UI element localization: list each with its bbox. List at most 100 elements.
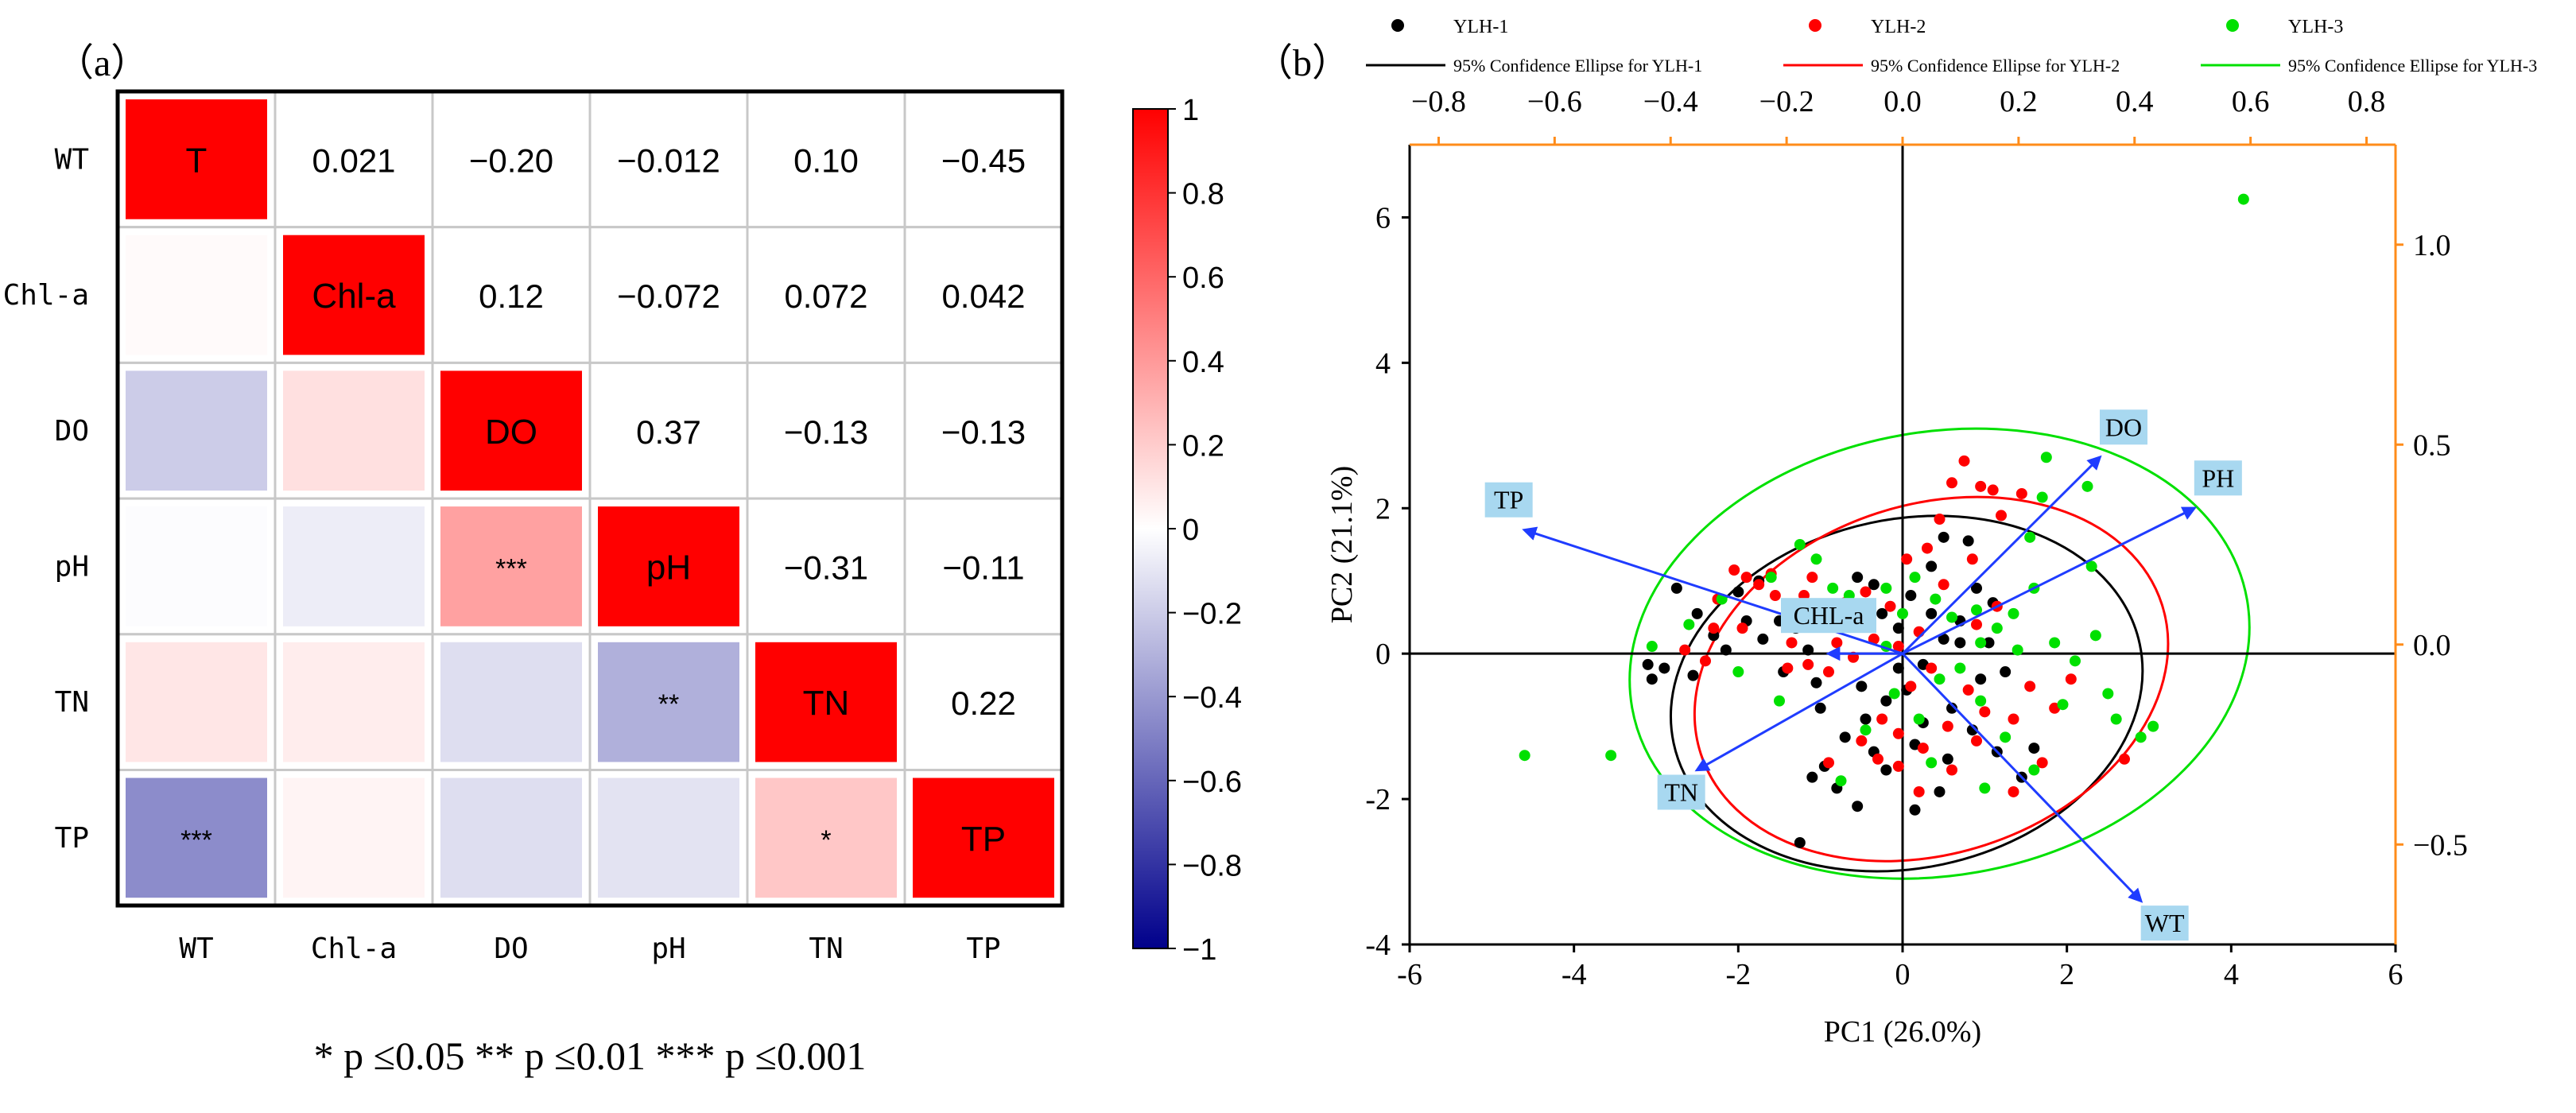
score-point bbox=[1835, 775, 1847, 787]
heatmap-diagonal-label: TP bbox=[961, 820, 1006, 859]
score-point bbox=[1852, 572, 1864, 584]
score-point bbox=[1892, 622, 1904, 634]
heatmap-cell-bg bbox=[431, 90, 592, 229]
y-axis-tick-label: 0 bbox=[1375, 638, 1391, 671]
heatmap-diagonal-label: pH bbox=[646, 548, 691, 587]
score-point bbox=[1868, 633, 1880, 645]
score-point bbox=[1679, 644, 1691, 656]
score-point bbox=[1794, 539, 1806, 550]
pca-ellipses bbox=[1628, 427, 2251, 880]
heatmap-cell-fill bbox=[598, 506, 739, 626]
score-point bbox=[1892, 727, 1904, 739]
score-point bbox=[1983, 637, 1995, 649]
score-point bbox=[1971, 619, 1982, 630]
score-point bbox=[1774, 695, 1785, 707]
score-point bbox=[1670, 582, 1682, 594]
score-point bbox=[2110, 713, 2122, 725]
score-point bbox=[1860, 713, 1872, 725]
loading-arrow bbox=[1694, 652, 1903, 772]
score-point bbox=[2135, 731, 2147, 743]
score-point bbox=[1605, 750, 1617, 762]
right-axis-tick-label: −0.5 bbox=[2413, 828, 2468, 862]
heatmap-significance-mark: ** bbox=[658, 689, 679, 719]
score-point bbox=[1962, 684, 1974, 696]
heatmap-cell-bg bbox=[903, 226, 1064, 364]
colorbar-tick-label: 0 bbox=[1182, 514, 1199, 547]
panel-b-pca-biplot: （b） YLH-1 YLH-2 YLH-3 95% Confidence Ellips… bbox=[1255, 17, 2537, 1049]
score-point bbox=[2008, 607, 2019, 619]
score-point bbox=[2049, 637, 2061, 649]
loading-label: CHL-a bbox=[1794, 601, 1864, 630]
top-axis-tick-label: 0.6 bbox=[2232, 85, 2270, 118]
score-point bbox=[1860, 586, 1872, 598]
score-point bbox=[1979, 782, 1991, 794]
top-axis-tick-label: −0.4 bbox=[1643, 85, 1698, 118]
loading-label: DO bbox=[2105, 413, 2142, 441]
score-point bbox=[1880, 764, 1892, 776]
top-axis-tick-label: 0.0 bbox=[1884, 85, 1922, 118]
loading-arrow bbox=[1901, 653, 2143, 903]
legend-dot-label: YLH-3 bbox=[2288, 17, 2343, 37]
heatmap-cell-fill bbox=[440, 778, 582, 898]
heatmap-cell-fill bbox=[283, 370, 425, 491]
score-point bbox=[1971, 582, 1982, 594]
top-axis-tick-label: 0.4 bbox=[2116, 85, 2154, 118]
heatmap-cell-fill bbox=[440, 642, 582, 762]
heatmap-diagonal-label: TN bbox=[803, 684, 850, 723]
colorbar-tick-label: 1 bbox=[1182, 94, 1199, 127]
score-point bbox=[1732, 666, 1744, 678]
legend-line-label: 95% Confidence Ellipse for YLH-2 bbox=[1871, 56, 2120, 76]
colorbar-tick-label: −0.2 bbox=[1182, 598, 1242, 631]
score-point bbox=[1880, 582, 1892, 594]
score-point bbox=[1909, 572, 1921, 584]
score-point bbox=[1934, 673, 1946, 685]
score-point bbox=[1827, 582, 1839, 594]
x-axis-tick-label: -4 bbox=[1562, 958, 1587, 991]
loading-label-box bbox=[2140, 906, 2189, 941]
score-point bbox=[1802, 658, 1814, 670]
score-point bbox=[1971, 735, 1982, 747]
score-point bbox=[1909, 804, 1921, 816]
heatmap-row-label: pH bbox=[55, 550, 89, 583]
score-point bbox=[1700, 655, 1711, 667]
score-point bbox=[1913, 713, 1925, 725]
heatmap-cell-fill bbox=[283, 235, 425, 355]
score-point bbox=[1720, 644, 1732, 656]
score-point bbox=[1913, 785, 1925, 797]
score-point bbox=[2089, 630, 2101, 642]
heatmap-cell-fill bbox=[755, 778, 897, 898]
y-axis-tick-label: 6 bbox=[1375, 201, 1391, 235]
score-point bbox=[1876, 607, 1888, 619]
legend-dot-label: YLH-1 bbox=[1453, 17, 1508, 37]
score-point bbox=[1831, 637, 1843, 649]
heatmap-value-label: −0.31 bbox=[784, 549, 868, 586]
heatmap-cell-bg bbox=[903, 633, 1064, 771]
heatmap-cell-fill bbox=[126, 370, 267, 491]
heatmap-cell-bg bbox=[903, 361, 1064, 500]
score-point bbox=[1917, 743, 1929, 754]
heatmap-diagonal-label: DO bbox=[485, 413, 537, 452]
score-point bbox=[2036, 491, 2048, 503]
y-axis-tick-label: 4 bbox=[1375, 347, 1391, 380]
confidence-ellipse bbox=[1670, 514, 2144, 873]
score-point bbox=[1884, 600, 1896, 612]
pca-loadings: DO PH TP CHL-a TN WT bbox=[1484, 409, 2242, 941]
heatmap-value-label: −0.11 bbox=[942, 549, 1024, 586]
legend-line-label: 95% Confidence Ellipse for YLH-1 bbox=[1453, 56, 1702, 76]
colorbar-ticks: 1 0.8 0.6 0.4 0.2 0 −0.2 −0.4 −0.6 −0.8 −1 bbox=[1168, 94, 1242, 967]
x-axis-tick-label: 4 bbox=[2224, 958, 2239, 991]
score-point bbox=[1892, 760, 1904, 772]
heatmap-row-label: WT bbox=[55, 143, 89, 176]
score-point bbox=[1946, 611, 1957, 623]
y-axis-title: PC2 (21.1%) bbox=[1325, 466, 1359, 623]
top-axis-tick-label: 0.8 bbox=[2348, 85, 2386, 118]
heatmap-value-label: 0.12 bbox=[479, 277, 544, 315]
pca-zero-lines bbox=[1410, 145, 2396, 944]
score-point bbox=[1646, 641, 1658, 653]
confidence-ellipse bbox=[1628, 427, 2251, 880]
score-point bbox=[1728, 564, 1740, 576]
score-point bbox=[1958, 455, 1970, 467]
heatmap-cell-fill bbox=[598, 778, 739, 898]
heatmap-cell-fill bbox=[126, 99, 267, 219]
